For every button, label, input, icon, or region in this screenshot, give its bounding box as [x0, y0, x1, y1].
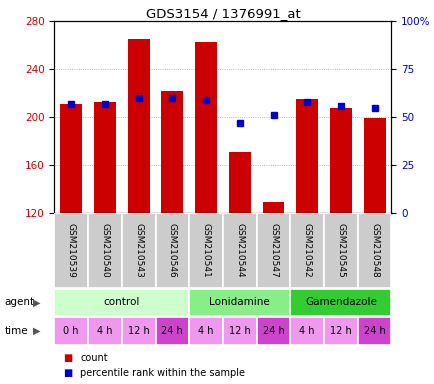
- Text: GSM210541: GSM210541: [201, 223, 210, 278]
- Bar: [323, 317, 357, 345]
- Bar: [128, 39, 149, 213]
- Bar: [329, 108, 351, 213]
- Bar: [357, 213, 391, 288]
- Bar: [94, 101, 115, 213]
- Bar: [363, 118, 385, 213]
- Text: 4 h: 4 h: [299, 326, 314, 336]
- Bar: [122, 317, 155, 345]
- Bar: [223, 213, 256, 288]
- Bar: [189, 213, 223, 288]
- Bar: [195, 41, 217, 213]
- Text: ▶: ▶: [33, 326, 41, 336]
- Text: GSM210548: GSM210548: [369, 223, 378, 278]
- Text: 24 h: 24 h: [363, 326, 385, 336]
- Text: ■: ■: [63, 368, 72, 378]
- Bar: [228, 152, 250, 213]
- Text: GSM210545: GSM210545: [335, 223, 345, 278]
- Bar: [189, 317, 223, 345]
- Bar: [54, 289, 189, 316]
- Bar: [54, 317, 88, 345]
- Bar: [88, 213, 122, 288]
- Text: 0 h: 0 h: [63, 326, 79, 336]
- Text: GSM210539: GSM210539: [66, 223, 76, 278]
- Text: GSM210542: GSM210542: [302, 223, 311, 278]
- Bar: [290, 289, 391, 316]
- Text: GSM210543: GSM210543: [134, 223, 143, 278]
- Bar: [256, 317, 290, 345]
- Text: 12 h: 12 h: [329, 326, 351, 336]
- Bar: [296, 99, 317, 213]
- Text: GSM210540: GSM210540: [100, 223, 109, 278]
- Text: GSM210546: GSM210546: [168, 223, 177, 278]
- Text: percentile rank within the sample: percentile rank within the sample: [80, 368, 245, 378]
- Text: count: count: [80, 353, 108, 363]
- Bar: [262, 202, 284, 213]
- Text: control: control: [103, 297, 140, 308]
- Bar: [122, 213, 155, 288]
- Text: 24 h: 24 h: [262, 326, 284, 336]
- Bar: [290, 317, 323, 345]
- Text: 12 h: 12 h: [228, 326, 250, 336]
- Bar: [155, 317, 189, 345]
- Text: 12 h: 12 h: [128, 326, 149, 336]
- Text: time: time: [4, 326, 28, 336]
- Bar: [357, 317, 391, 345]
- Bar: [88, 317, 122, 345]
- Text: GSM210544: GSM210544: [235, 223, 244, 278]
- Text: ▶: ▶: [33, 297, 41, 308]
- Text: agent: agent: [4, 297, 34, 308]
- Text: 24 h: 24 h: [161, 326, 183, 336]
- Bar: [189, 289, 290, 316]
- Text: 4 h: 4 h: [97, 326, 112, 336]
- Text: 4 h: 4 h: [198, 326, 214, 336]
- Bar: [223, 317, 256, 345]
- Bar: [155, 213, 189, 288]
- Bar: [323, 213, 357, 288]
- Text: Lonidamine: Lonidamine: [209, 297, 270, 308]
- Bar: [60, 104, 82, 213]
- Bar: [290, 213, 323, 288]
- Bar: [256, 213, 290, 288]
- Title: GDS3154 / 1376991_at: GDS3154 / 1376991_at: [145, 7, 299, 20]
- Text: ■: ■: [63, 353, 72, 363]
- Text: Gamendazole: Gamendazole: [304, 297, 376, 308]
- Bar: [161, 91, 183, 213]
- Bar: [54, 213, 88, 288]
- Text: GSM210547: GSM210547: [268, 223, 277, 278]
